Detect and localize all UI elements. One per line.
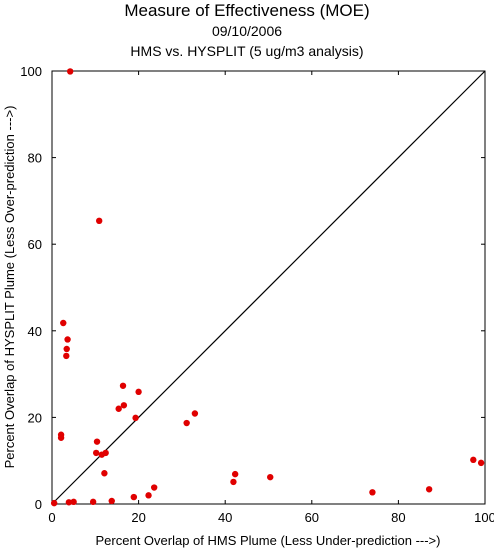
data-point	[108, 497, 115, 505]
chart-date: 09/10/2006	[212, 23, 282, 39]
data-point	[93, 438, 101, 445]
data-point	[89, 498, 97, 506]
x-axis-label: Percent Overlap of HMS Plume (Less Under…	[96, 533, 441, 548]
y-tick-label: 0	[35, 497, 42, 512]
data-point	[150, 484, 158, 491]
x-tick-label: 20	[131, 510, 145, 525]
data-point	[132, 414, 139, 422]
data-point	[130, 493, 138, 501]
data-point	[57, 431, 65, 438]
data-point	[231, 470, 239, 478]
x-tick-label: 60	[305, 510, 319, 525]
data-point	[102, 449, 109, 457]
data-point	[63, 352, 70, 360]
data-point	[230, 478, 237, 486]
data-point	[135, 388, 142, 396]
data-point	[145, 492, 152, 499]
x-tick-label: 80	[391, 510, 405, 525]
data-point	[95, 217, 103, 225]
data-point	[66, 68, 74, 75]
chart-comparison: HMS vs. HYSPLIT (5 ug/m3 analysis)	[130, 43, 363, 59]
data-point	[119, 382, 127, 389]
data-point	[101, 470, 108, 477]
data-point	[70, 498, 77, 506]
x-tick-label: 40	[218, 510, 232, 525]
plot-frame	[51, 70, 486, 505]
data-point	[92, 449, 100, 457]
data-point	[63, 345, 70, 353]
y-tick-label: 40	[28, 324, 42, 339]
data-point	[60, 319, 67, 327]
data-point	[425, 486, 433, 493]
data-point	[183, 419, 190, 427]
data-point	[115, 405, 122, 412]
y-tick-label: 100	[20, 64, 42, 79]
diagonal-reference-line	[51, 70, 486, 505]
chart-title: Measure of Effectiveness (MOE)	[124, 1, 369, 20]
y-tick-label: 20	[28, 410, 42, 425]
x-tick-label: 0	[48, 510, 55, 525]
y-axis-label: Percent Overlap of HYSPLIT Plume (Less O…	[2, 106, 17, 469]
data-point	[470, 456, 477, 464]
data-point	[50, 499, 58, 507]
data-point	[120, 402, 128, 409]
x-tick-label: 100	[474, 510, 494, 525]
data-point	[65, 499, 73, 506]
data-point	[477, 459, 485, 467]
data-point	[369, 489, 376, 496]
data-point	[64, 336, 71, 343]
data-point	[267, 473, 274, 481]
y-tick-label: 60	[28, 237, 42, 252]
data-point	[191, 410, 199, 417]
y-tick-label: 80	[28, 151, 42, 166]
